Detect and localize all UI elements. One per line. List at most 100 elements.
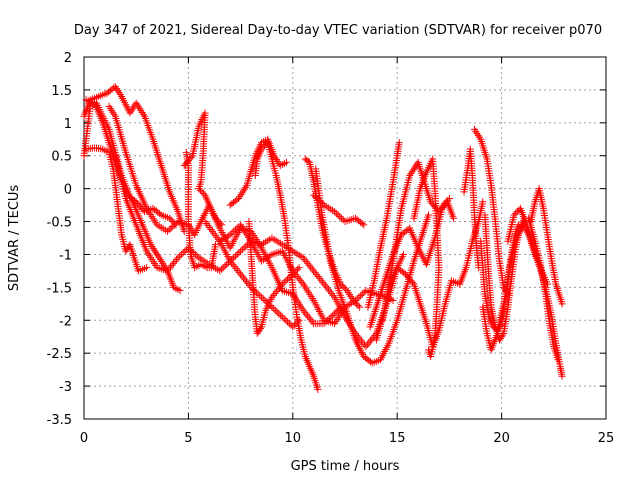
data-point — [358, 220, 366, 228]
data-point — [302, 310, 310, 318]
x-tick-label: 15 — [389, 431, 406, 446]
data-point — [221, 262, 229, 270]
series-arc-13 — [251, 139, 322, 393]
data-point — [187, 153, 195, 161]
plot-frame — [83, 56, 607, 420]
series-arc-7 — [180, 109, 226, 229]
data-point — [110, 84, 118, 92]
series-arc-8 — [182, 148, 220, 272]
data-point — [329, 311, 337, 319]
data-point — [181, 247, 189, 255]
data-point — [284, 275, 292, 283]
data-point — [280, 315, 288, 323]
data-point — [339, 216, 347, 224]
data-point — [268, 303, 276, 311]
data-point — [360, 221, 368, 229]
data-point — [241, 276, 249, 284]
y-tick-label: -0.5 — [47, 216, 72, 231]
data-point — [270, 305, 278, 313]
chart-title: Day 347 of 2021, Sidereal Day-to-day VTE… — [74, 23, 602, 38]
data-point — [257, 145, 265, 153]
data-point — [188, 247, 196, 255]
data-point — [167, 224, 175, 232]
data-point — [275, 310, 283, 318]
series-arc-4 — [82, 144, 151, 275]
data-point — [293, 265, 301, 273]
data-point — [277, 311, 285, 319]
series-arc-9 — [201, 218, 397, 328]
data-point — [240, 244, 248, 252]
data-point — [195, 185, 203, 193]
data-point — [359, 339, 367, 347]
data-point — [357, 292, 365, 300]
data-point — [336, 213, 344, 221]
data-point — [320, 280, 328, 288]
data-point — [285, 320, 293, 328]
data-point — [273, 308, 281, 316]
data-point — [156, 210, 164, 218]
data-point — [242, 242, 250, 250]
data-point — [425, 346, 433, 354]
series-arc-28 — [527, 185, 566, 308]
data-point — [177, 250, 185, 258]
data-point — [366, 337, 374, 345]
data-point — [176, 287, 184, 295]
data-point — [238, 246, 246, 254]
data-point — [326, 288, 334, 296]
data-point — [235, 249, 243, 257]
data-point — [513, 208, 521, 216]
data-point — [231, 263, 239, 271]
x-tick-labels: 0 5 10 15 20 25 — [80, 431, 614, 446]
data-point — [395, 139, 403, 147]
data-point — [358, 290, 366, 298]
data-point — [325, 286, 333, 294]
data-point — [256, 292, 264, 300]
data-point — [257, 293, 265, 301]
data-point — [284, 318, 292, 326]
data-point — [317, 276, 325, 284]
data-point — [313, 271, 321, 279]
series-arc-22 — [460, 145, 483, 272]
data-point — [319, 278, 327, 286]
x-tick-label: 25 — [598, 431, 615, 446]
data-point — [311, 193, 319, 201]
data-point — [272, 288, 280, 296]
data-point — [196, 186, 204, 194]
data-point — [289, 270, 297, 278]
data-point — [216, 219, 224, 227]
data-point — [259, 295, 267, 303]
data-point — [271, 289, 279, 297]
data-point — [230, 254, 238, 262]
data-point — [233, 250, 241, 258]
data-point — [310, 267, 318, 275]
data-point — [292, 267, 300, 275]
y-axis-label: SDTVAR / TECUs — [7, 185, 22, 292]
y-tick-label: 1.5 — [51, 84, 72, 99]
data-point — [228, 229, 236, 237]
series-arc-1 — [80, 83, 188, 235]
data-point — [308, 318, 316, 326]
data-point — [349, 297, 357, 305]
y-tick-label: -3 — [59, 380, 72, 395]
data-point — [170, 221, 178, 229]
data-point — [305, 261, 313, 269]
data-point — [218, 221, 226, 229]
data-point — [143, 264, 151, 272]
data-point — [231, 226, 239, 234]
data-point — [166, 214, 174, 222]
data-point — [282, 316, 290, 324]
data-point — [282, 277, 290, 285]
data-point — [283, 158, 291, 166]
data-point — [278, 280, 286, 288]
data-point — [296, 276, 304, 284]
data-point — [215, 218, 223, 226]
data-point — [290, 321, 298, 329]
data-point — [289, 323, 297, 331]
grid-lines — [84, 57, 606, 419]
data-point — [340, 283, 348, 291]
y-tick-label: 0 — [64, 183, 72, 198]
data-point — [167, 216, 175, 224]
data-point — [363, 341, 371, 349]
y-tick-label: -2.5 — [47, 347, 72, 362]
